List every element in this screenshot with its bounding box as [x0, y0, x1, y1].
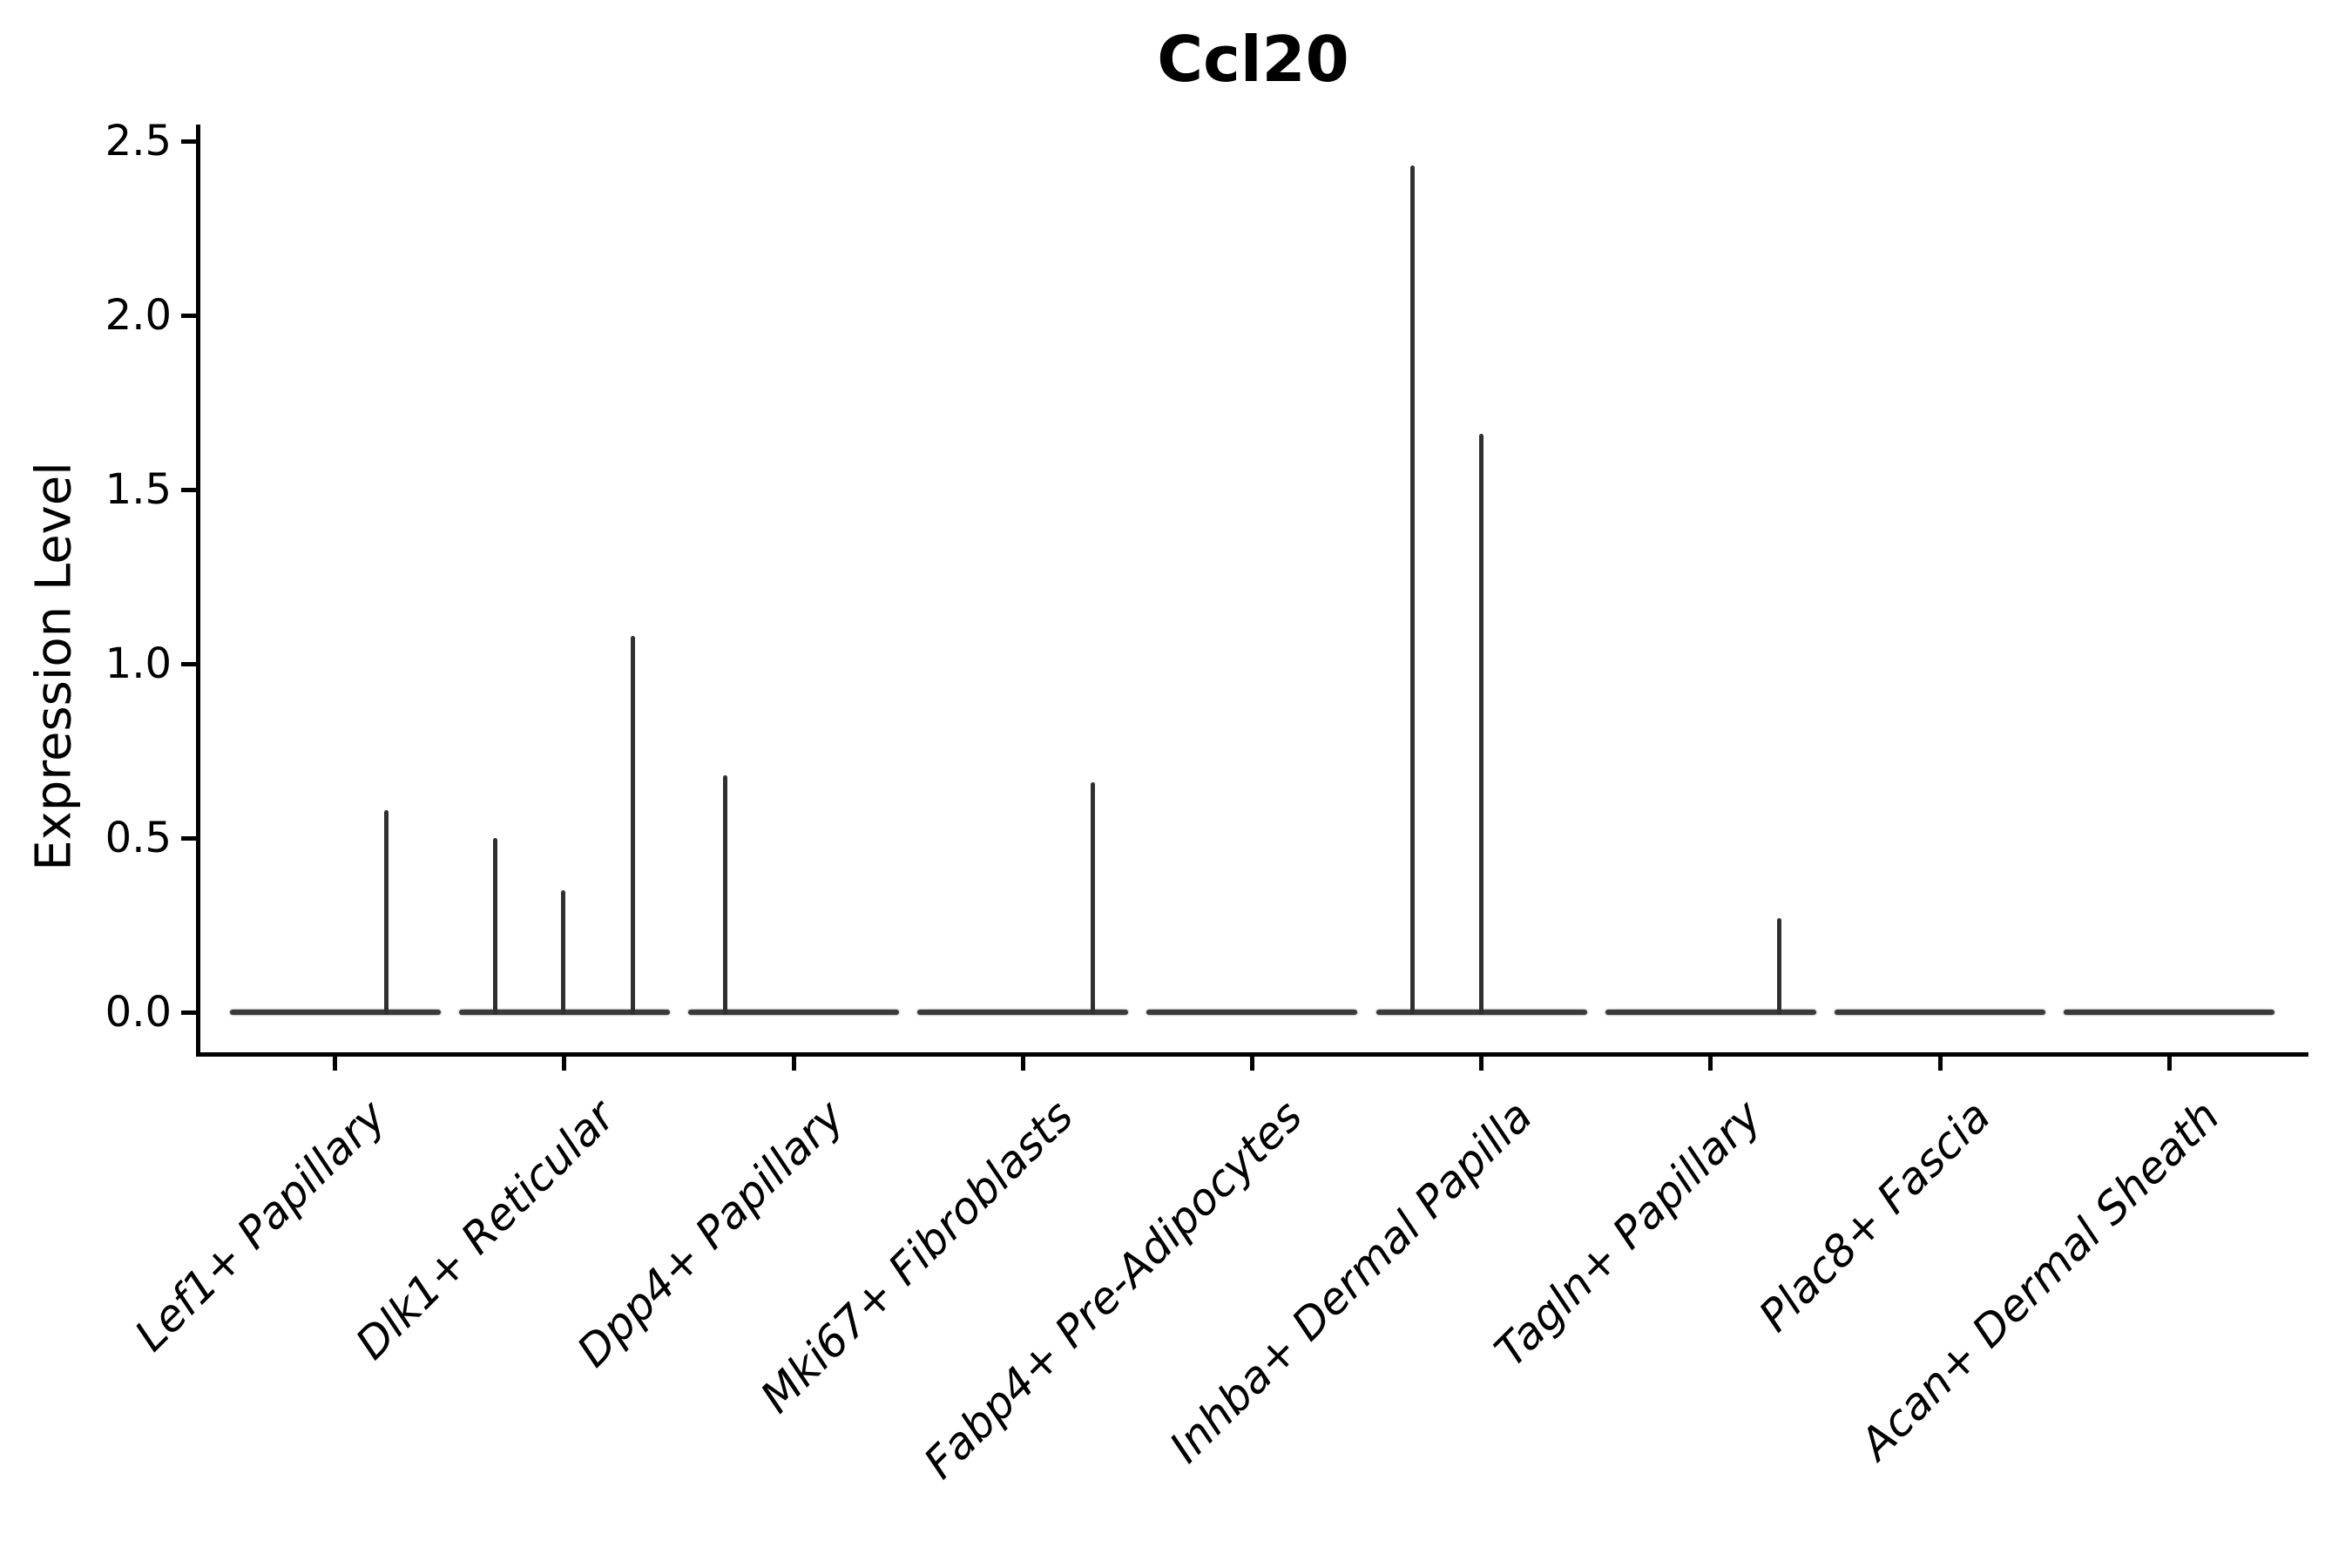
x-tick-mark — [1937, 1055, 1943, 1071]
violin-baseline — [1146, 1010, 1358, 1015]
expression-spike — [561, 890, 566, 1015]
y-tick-label: 2.0 — [105, 291, 172, 340]
x-tick-label: Inhba+ Dermal Papilla — [1159, 1091, 1542, 1473]
violin-baseline — [917, 1010, 1129, 1015]
x-tick-mark — [791, 1055, 796, 1071]
violin-baseline — [1835, 1010, 2046, 1015]
y-axis-line — [195, 125, 200, 1057]
expression-spike — [631, 636, 636, 1015]
violin-baseline — [229, 1010, 441, 1015]
y-tick-label: 1.5 — [105, 465, 172, 514]
expression-spike — [1777, 918, 1782, 1015]
expression-spike — [722, 775, 727, 1015]
y-tick-label: 2.5 — [105, 117, 172, 166]
y-tick-mark — [180, 1010, 196, 1015]
x-tick-mark — [1020, 1055, 1025, 1071]
violin-baseline — [2064, 1010, 2275, 1015]
x-tick-label: Plac8+ Fascia — [1749, 1091, 2001, 1342]
x-tick-label: Fabp4+ Pre-Adipocytes — [914, 1091, 1313, 1489]
x-tick-mark — [562, 1055, 567, 1071]
expression-spike — [1479, 434, 1484, 1015]
violin-baseline — [1605, 1010, 1816, 1015]
y-tick-label: 0.0 — [105, 988, 172, 1037]
x-tick-mark — [2166, 1055, 2172, 1071]
x-tick-mark — [1708, 1055, 1713, 1071]
y-tick-label: 0.5 — [105, 814, 172, 862]
expression-spike — [1410, 166, 1416, 1015]
y-tick-mark — [180, 313, 196, 318]
y-tick-mark — [180, 139, 196, 144]
y-tick-mark — [180, 661, 196, 666]
y-tick-mark — [180, 487, 196, 492]
x-tick-label: Lef1+ Papillary — [125, 1091, 395, 1362]
y-tick-mark — [180, 835, 196, 841]
chart-title: Ccl20 — [1157, 23, 1349, 96]
x-tick-mark — [1479, 1055, 1484, 1071]
expression-spike — [493, 838, 498, 1015]
x-tick-mark — [333, 1055, 338, 1071]
violin-baseline — [688, 1010, 900, 1015]
x-tick-mark — [1249, 1055, 1254, 1071]
y-tick-label: 1.0 — [105, 639, 172, 688]
expression-spike — [1090, 782, 1095, 1015]
x-axis-line — [195, 1051, 2308, 1057]
expression-spike — [384, 810, 389, 1015]
